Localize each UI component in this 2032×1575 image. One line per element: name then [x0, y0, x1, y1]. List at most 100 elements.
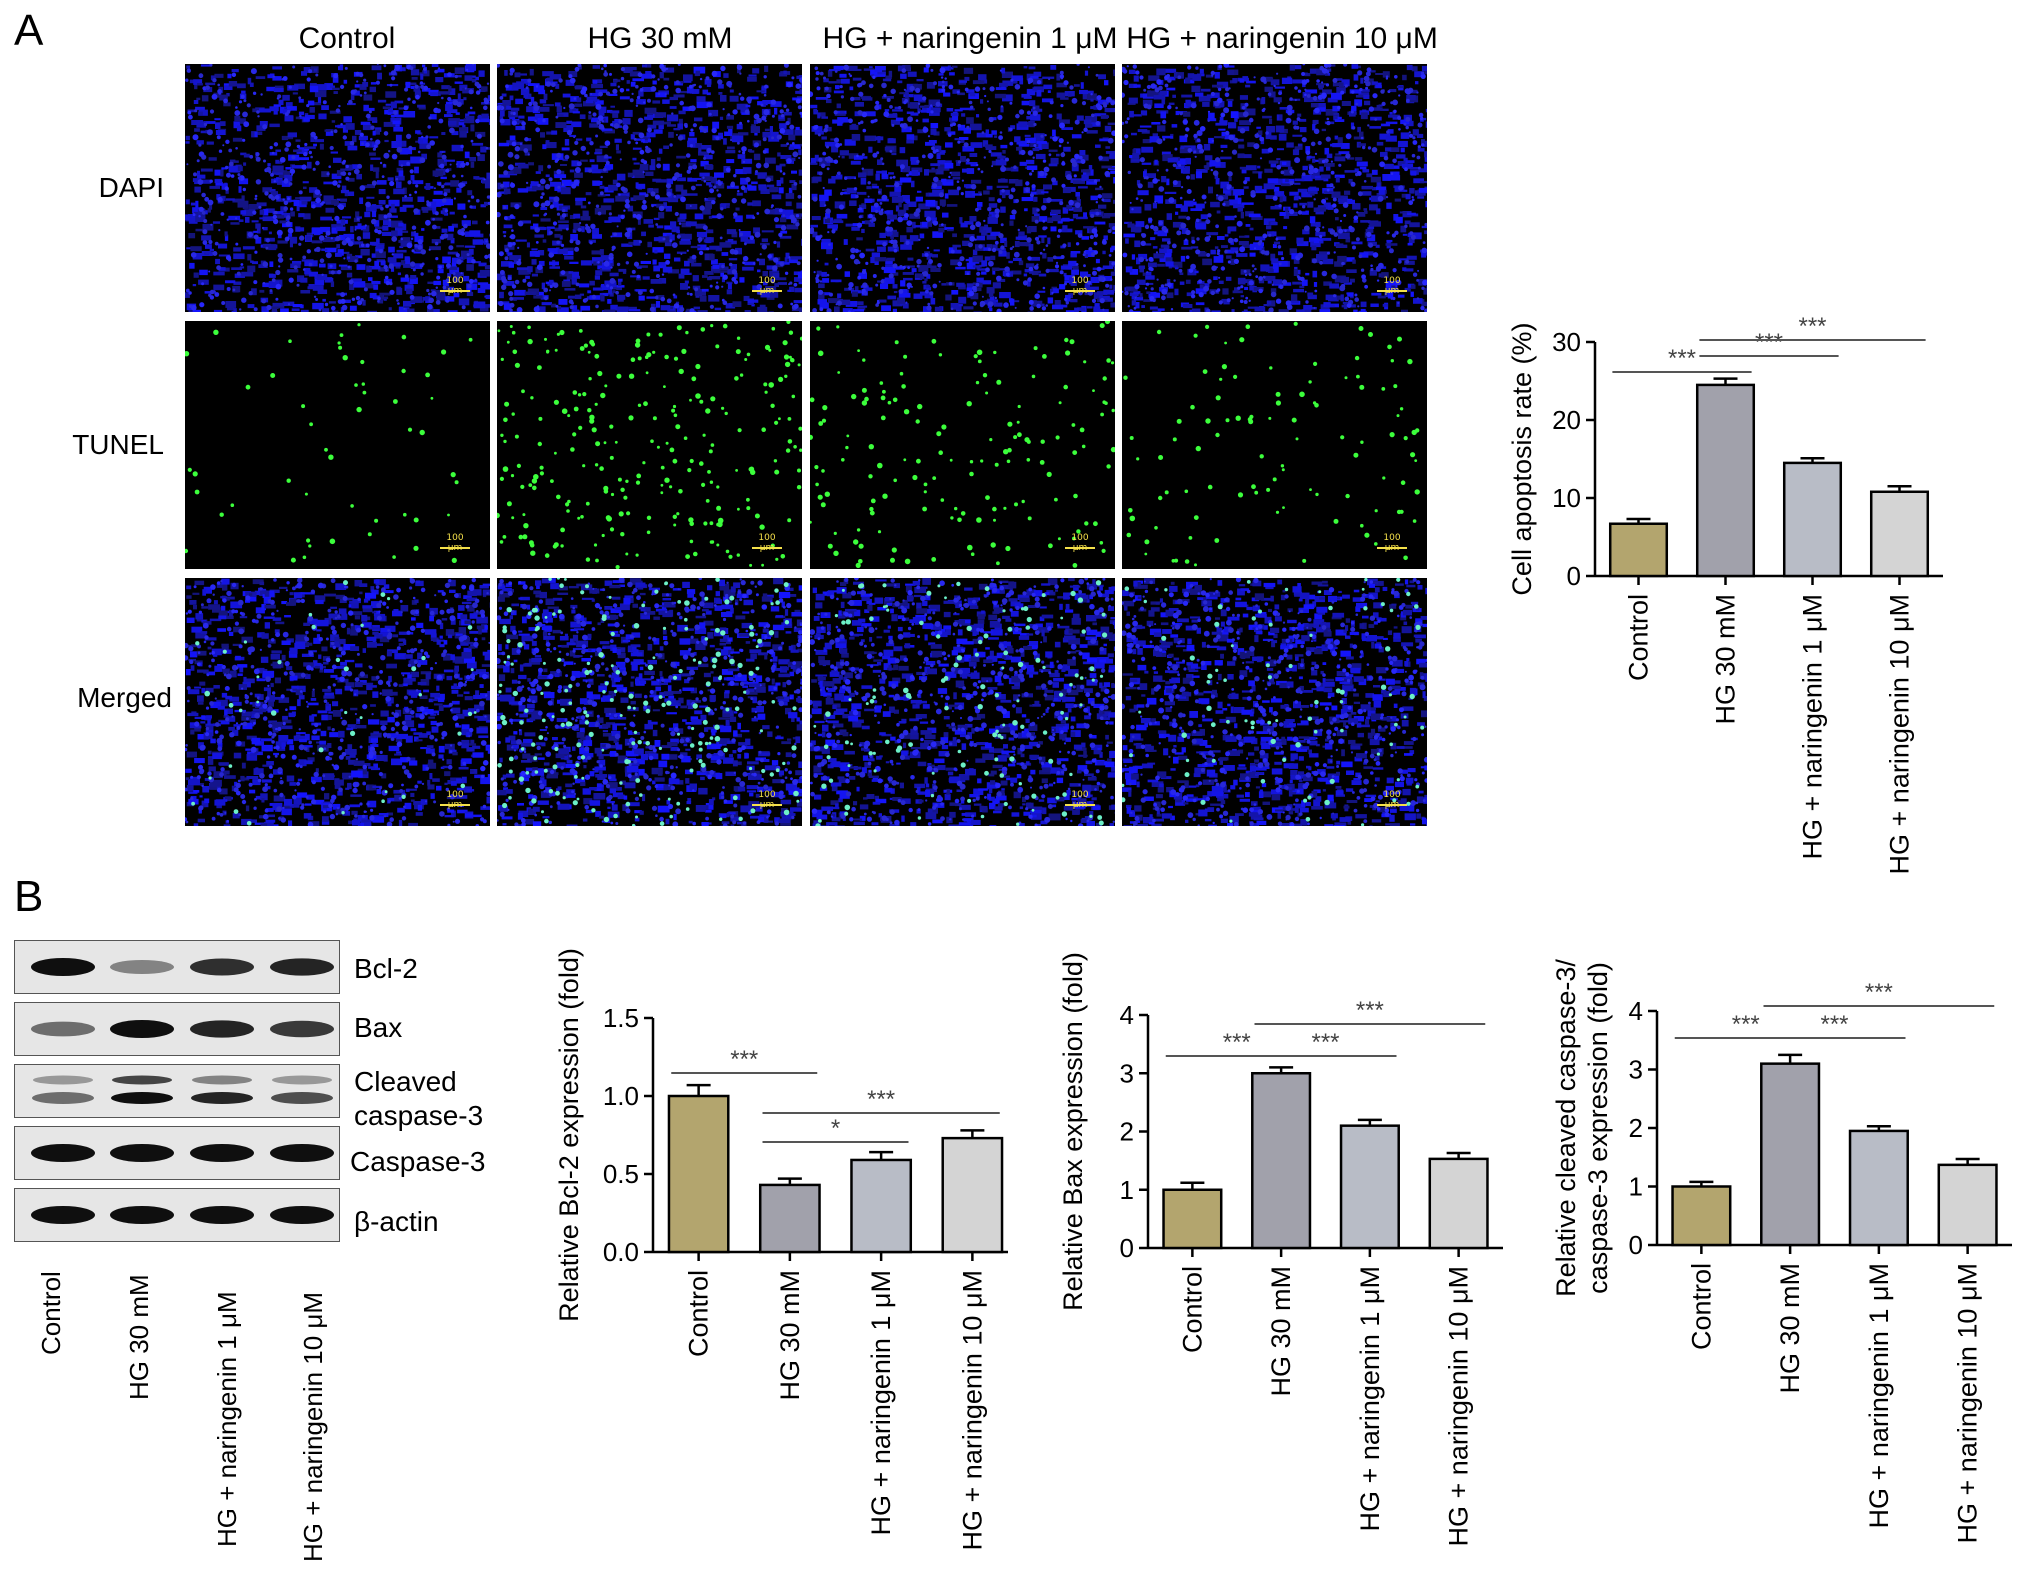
- y-tick-label: 0: [1629, 1230, 1643, 1260]
- micrograph-tunel-control: 100 μm: [185, 321, 490, 569]
- band: [191, 1092, 253, 1104]
- column-header-control: Control: [298, 22, 396, 55]
- chart-bcl2-expression: 0.0 0.5 1.0 1.5 Relative Bcl-2 expression (f…: [554, 948, 1008, 1550]
- x-tick-label: HG + naringenin 10 μM: [1953, 1263, 1983, 1543]
- panel-b-letter: B: [14, 872, 44, 921]
- y-axis-label: Relative Bax expression (fold): [1058, 952, 1088, 1311]
- y-tick-label: 3: [1120, 1058, 1134, 1088]
- micrograph-merged-nar10: 100 μm: [1122, 578, 1427, 826]
- y-axis-label: Relative cleaved caspase-3/: [1551, 959, 1581, 1297]
- band: [32, 1092, 94, 1104]
- scale-bar-line: [752, 290, 782, 292]
- y-tick-label: 30: [1552, 327, 1581, 357]
- micrograph-tunel-nar10: 100 μm: [1122, 321, 1427, 569]
- significance-label: ***: [1865, 979, 1893, 1006]
- x-tick-label: Control: [1624, 594, 1654, 681]
- micrograph-dapi-hg: 100 μm: [497, 64, 802, 312]
- bar: [1848, 1129, 1909, 1247]
- y-tick-label: 4: [1120, 1000, 1134, 1030]
- blot-label-cleaved: Cleaved: [354, 1066, 457, 1097]
- scale-bar: 100 μm: [1375, 276, 1409, 296]
- scale-bar: 100 μm: [438, 276, 472, 296]
- blot-caspase3: [14, 1126, 340, 1180]
- scale-bar: 100 μm: [1063, 790, 1097, 810]
- band: [270, 1020, 334, 1038]
- significance-label: ***: [1732, 1011, 1760, 1038]
- scale-bar-label: 100 μm: [446, 276, 464, 296]
- blot-cleaved-caspase3: [14, 1064, 340, 1118]
- y-tick-label: 2: [1120, 1117, 1134, 1147]
- band: [272, 1075, 332, 1085]
- scale-bar-line: [1065, 290, 1095, 292]
- row-label-merged: Merged: [77, 682, 172, 713]
- band: [190, 1206, 254, 1224]
- panel-a-letter: A: [14, 6, 44, 55]
- micrograph-tunel-nar1: 100 μm: [810, 321, 1115, 569]
- y-axis-label: Relative Bcl-2 expression (fold): [554, 948, 584, 1322]
- micrograph-merged-hg: 100 μm: [497, 578, 802, 826]
- band: [110, 1144, 174, 1162]
- scale-bar-label: 100 μm: [1071, 276, 1089, 296]
- micrograph-dapi-control: 100 μm: [185, 64, 490, 312]
- y-tick-label: 10: [1552, 483, 1581, 513]
- blot-label-beta-actin: β-actin: [354, 1206, 439, 1237]
- x-tick-label: Control: [684, 1270, 714, 1357]
- band: [192, 1075, 252, 1085]
- scale-bar-label: 100 μm: [758, 276, 776, 296]
- scale-bar: 100 μm: [750, 276, 784, 296]
- column-header-nar10: HG + naringenin 10 μM: [1126, 22, 1438, 55]
- blot-bcl2: [14, 940, 340, 994]
- bar: [1937, 1163, 1998, 1247]
- bar: [1869, 490, 1930, 578]
- scale-bar-line: [440, 290, 470, 292]
- blot-bax: [14, 1002, 340, 1056]
- micrograph-merged-nar1: 100 μm: [810, 578, 1115, 826]
- chart-apoptosis-rate: 0 10 20 30 Cell apoptosis rate (%) Control HG …: [1507, 313, 1943, 874]
- y-tick-label: 1.5: [603, 1003, 639, 1033]
- significance-label: ***: [1356, 997, 1384, 1024]
- row-label-tunel: TUNEL: [72, 429, 164, 460]
- y-tick-label: 3: [1629, 1055, 1643, 1085]
- band: [31, 1144, 95, 1162]
- chart-bax-expression: 0 1 2 3 4 Relative Bax expression (fold) Contr…: [1058, 952, 1503, 1546]
- y-tick-label: 1.0: [603, 1081, 639, 1111]
- band: [112, 1075, 172, 1085]
- x-tick-label: HG 30 mM: [1711, 594, 1741, 725]
- scale-bar-label: 100 μm: [1383, 533, 1401, 553]
- x-tick-label: HG 30 mM: [1266, 1266, 1296, 1397]
- bar: [1608, 522, 1669, 578]
- band: [110, 1206, 174, 1224]
- bar: [1695, 383, 1756, 578]
- y-axis-label: Cell apoptosis rate (%): [1507, 322, 1537, 595]
- blot-label-caspase3: Caspase-3: [350, 1146, 486, 1177]
- x-tick-label: HG + naringenin 10 μM: [1444, 1266, 1474, 1546]
- band: [270, 1206, 334, 1224]
- x-tick-label: Control: [1177, 1266, 1207, 1353]
- blot-lane-nar1: HG + naringenin 1 μM: [212, 1291, 242, 1547]
- scale-bar: 100 μm: [750, 533, 784, 553]
- chart-cleaved-caspase3-expression: 0 1 2 3 4 Relative cleaved caspase-3/caspase-…: [1551, 959, 2012, 1543]
- scale-bar-label: 100 μm: [1383, 276, 1401, 296]
- blot-label-bax: Bax: [354, 1012, 403, 1043]
- band: [190, 1144, 254, 1162]
- band: [33, 1075, 93, 1085]
- significance-label: *: [831, 1115, 840, 1142]
- micrograph-tunel-hg: 100 μm: [497, 321, 802, 569]
- y-tick-label: 0.5: [603, 1159, 639, 1189]
- y-tick-label: 0: [1120, 1233, 1134, 1263]
- scale-bar-line: [1377, 547, 1407, 549]
- significance-label: ***: [1668, 345, 1696, 372]
- x-tick-label: HG + naringenin 10 μM: [1885, 594, 1915, 874]
- band: [31, 1206, 95, 1224]
- scale-bar-label: 100 μm: [1071, 533, 1089, 553]
- band: [110, 1020, 174, 1038]
- scale-bar-line: [1377, 290, 1407, 292]
- bar: [758, 1183, 821, 1254]
- scale-bar: 100 μm: [1063, 276, 1097, 296]
- x-tick-label: HG + naringenin 10 μM: [957, 1270, 987, 1550]
- band: [190, 1020, 254, 1038]
- band: [31, 958, 95, 976]
- bar: [1782, 461, 1843, 578]
- bar: [941, 1136, 1004, 1254]
- scale-bar: 100 μm: [1375, 533, 1409, 553]
